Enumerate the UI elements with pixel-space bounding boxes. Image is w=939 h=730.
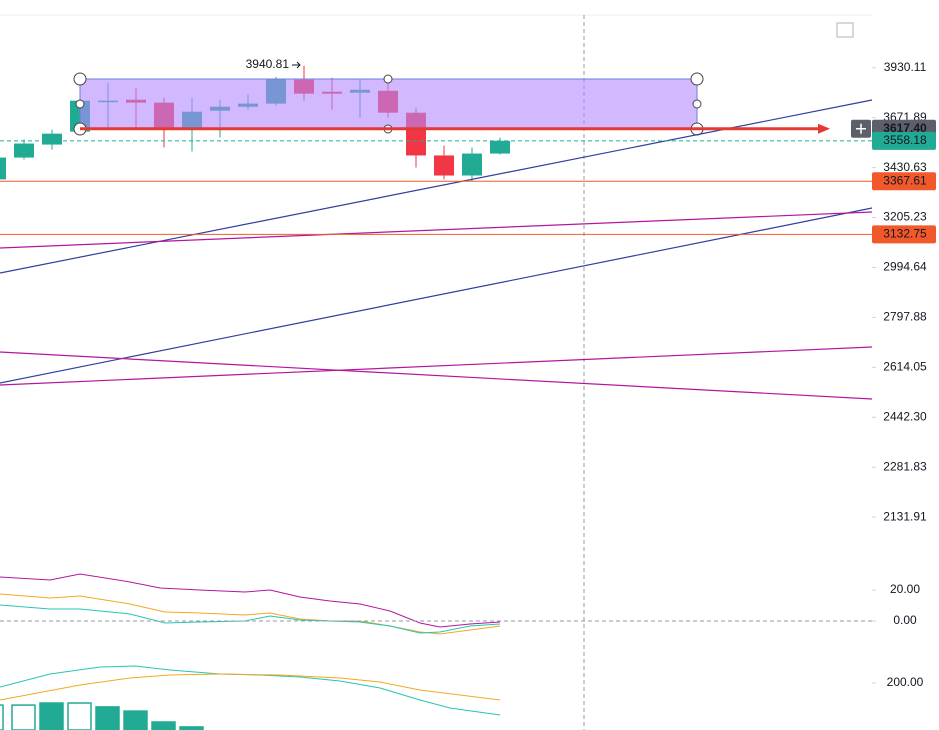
fullscreen-icon[interactable] — [836, 22, 854, 38]
volume-bar — [151, 721, 176, 730]
price-label-box — [872, 131, 936, 150]
y-tick-label: 3205.23 — [883, 210, 927, 224]
trend-line[interactable] — [0, 207, 873, 384]
y-tick-label: 0.00 — [893, 613, 917, 627]
volume-bar — [0, 704, 4, 730]
candle-body — [490, 140, 510, 154]
price-label-box — [872, 172, 936, 191]
price-label: 3367.61 — [883, 173, 927, 187]
trend-line[interactable] — [0, 351, 873, 400]
handle[interactable] — [383, 74, 393, 84]
y-tick-label: 2281.83 — [883, 459, 927, 473]
y-tick-label: 2994.64 — [883, 260, 927, 274]
y-tick-label: 200.00 — [887, 675, 924, 689]
y-tick-label: 3930.11 — [884, 60, 927, 74]
candle-body — [14, 143, 34, 158]
y-tick-label: 20.00 — [890, 582, 920, 596]
handle[interactable] — [73, 72, 87, 86]
rectangle-drawing[interactable] — [79, 78, 698, 130]
price-label: 3132.75 — [883, 227, 927, 241]
price-label: 3558.18 — [883, 133, 927, 147]
volume-bar — [39, 702, 64, 730]
indicator-line — [0, 673, 501, 701]
handle[interactable] — [692, 99, 702, 109]
rectangle-handles — [73, 72, 704, 136]
price-label-box — [872, 225, 936, 244]
high-arrow — [292, 61, 301, 69]
volume-bar — [67, 702, 92, 730]
handle[interactable] — [75, 99, 85, 109]
y-tick-label: 2131.91 — [883, 509, 927, 523]
volume-bar — [95, 706, 120, 730]
candle-body — [42, 133, 62, 145]
price-line-arrow — [818, 123, 830, 134]
handle[interactable] — [690, 72, 704, 86]
indicator-line — [0, 573, 501, 628]
candle-body — [434, 155, 454, 176]
y-tick-label: 2797.88 — [883, 310, 927, 324]
overlays — [0, 123, 872, 235]
volume-bar — [179, 726, 204, 730]
candle-body — [0, 157, 6, 180]
trend-line[interactable] — [0, 211, 873, 249]
high-label: 3940.81 — [246, 57, 290, 71]
trend-line[interactable] — [0, 346, 873, 386]
y-tick-label: 3430.63 — [883, 160, 927, 174]
volume-bar — [123, 710, 148, 730]
y-tick-label: 2442.30 — [883, 409, 927, 423]
y-tick-label: 2614.05 — [883, 360, 927, 374]
oscillator-lines — [0, 573, 501, 716]
indicator-line — [0, 604, 501, 634]
price-label: 3617.40 — [883, 121, 927, 135]
volume-bar — [11, 704, 36, 730]
candle-body — [462, 153, 482, 176]
add-icon — [856, 123, 866, 134]
